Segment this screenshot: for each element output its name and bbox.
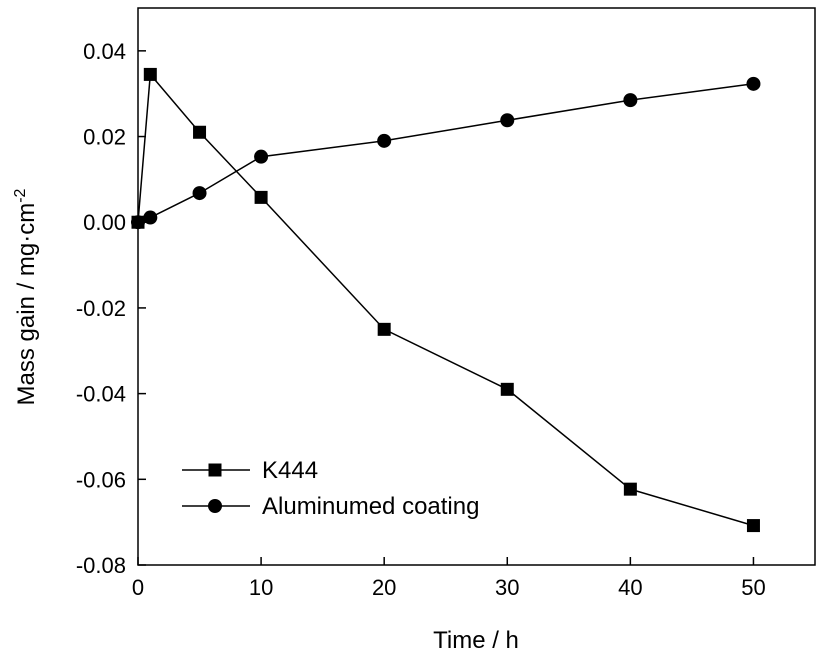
data-point-square (623, 482, 637, 496)
data-point-square (746, 519, 760, 533)
legend-marker-circle (208, 499, 222, 513)
data-point-circle (746, 76, 761, 91)
x-tick-label: 40 (618, 575, 642, 600)
data-point-circle (500, 113, 515, 128)
series-layer (131, 67, 761, 533)
y-axis-title: Mass gain / mg·cm-2 (12, 188, 40, 405)
x-tick-label: 20 (372, 575, 396, 600)
x-tick-label: 30 (495, 575, 519, 600)
legend: K444 Aluminumed coating (182, 457, 479, 520)
y-axis-title-text: Mass gain / mg·cm (13, 203, 40, 406)
y-tick-label: 0.02 (83, 125, 126, 150)
x-tick-label: 50 (741, 575, 765, 600)
y-axis-ticks: -0.08 -0.06 -0.04 -0.02 0.00 0.02 0.04 (76, 39, 146, 578)
x-tick-label: 0 (132, 575, 144, 600)
data-point-square (254, 190, 268, 204)
data-point-square (377, 322, 391, 336)
data-point-square (500, 382, 514, 396)
data-point-circle (377, 133, 392, 148)
data-point-square (143, 67, 157, 81)
data-point-circle (623, 93, 638, 108)
data-point-circle (254, 149, 269, 164)
legend-label: Aluminumed coating (262, 493, 479, 520)
y-tick-label: -0.02 (76, 296, 126, 321)
y-tick-label: 0.04 (83, 39, 126, 64)
x-tick-label: 10 (249, 575, 273, 600)
plot-border (137, 7, 816, 566)
y-axis-title-superscript: -2 (12, 188, 29, 202)
legend-marker-square (208, 463, 222, 477)
series-line (137, 72, 754, 527)
series-line (137, 83, 754, 223)
y-tick-label: -0.06 (76, 467, 126, 492)
series-1 (131, 67, 760, 533)
data-point-circle (143, 210, 158, 225)
data-point-circle (131, 215, 145, 230)
series-2 (131, 76, 761, 230)
x-axis-title: Time / h (433, 627, 519, 654)
plot-frame (137, 7, 816, 566)
data-point-circle (192, 186, 207, 201)
data-point-square (193, 125, 207, 139)
legend-label: K444 (262, 457, 318, 484)
y-tick-label: -0.04 (76, 382, 126, 407)
y-tick-label: 0.00 (83, 210, 126, 235)
x-axis-ticks: 0 10 20 30 40 50 (132, 557, 766, 600)
y-tick-label: -0.08 (76, 553, 126, 578)
